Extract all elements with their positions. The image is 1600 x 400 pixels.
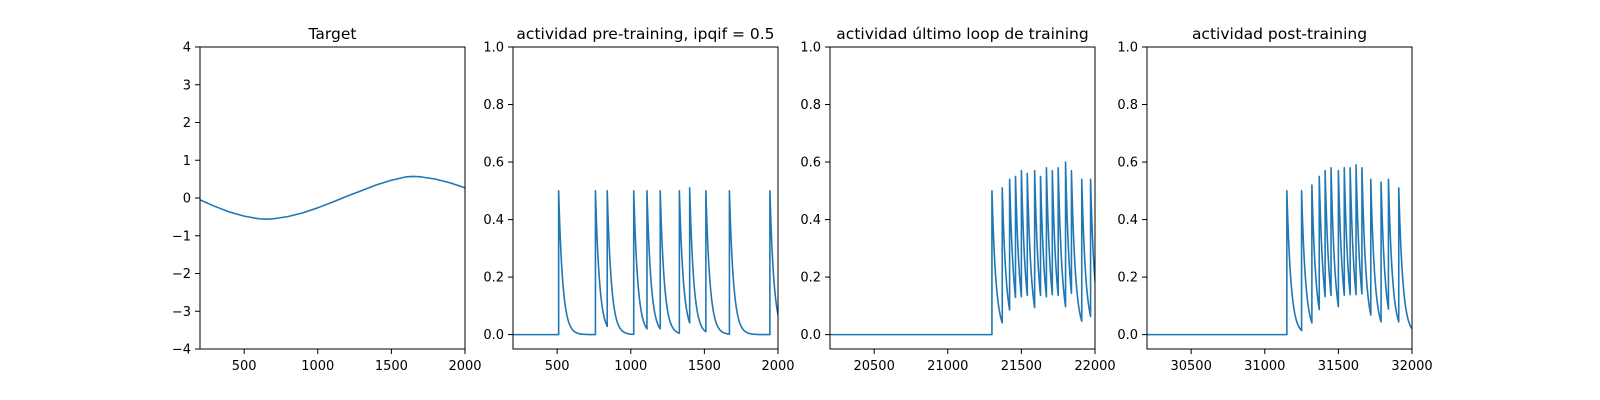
y-tick-label: 0.0 bbox=[483, 328, 504, 343]
panel-4-series-line-1 bbox=[1147, 164, 1412, 336]
panel-1: 500 1000 1500 2000 −4 −3 −2 −1 0 1 2 3 4 Target bbox=[172, 25, 482, 374]
x-tick-label: 21500 bbox=[1001, 359, 1042, 374]
panel-3: 20500 21000 21500 22000 0.0 0.2 0.4 0.6 0.8 1.0 ac… bbox=[800, 25, 1115, 374]
x-tick-label: 22000 bbox=[1074, 359, 1115, 374]
y-tick-label: −4 bbox=[172, 343, 191, 358]
y-tick-label: 1 bbox=[183, 154, 191, 169]
y-tick-label: 0.6 bbox=[800, 156, 821, 171]
x-tick-label: 20500 bbox=[853, 359, 894, 374]
panel-2-series-line-1 bbox=[513, 187, 778, 336]
y-tick-label: 1.0 bbox=[800, 41, 821, 56]
y-tick-label: 3 bbox=[183, 78, 191, 93]
panel-4-axes-frame bbox=[1146, 46, 1413, 350]
y-tick-label: 0 bbox=[183, 192, 191, 207]
x-tick-label: 31000 bbox=[1244, 359, 1285, 374]
x-tick-label: 2000 bbox=[448, 359, 481, 374]
y-tick-label: 0.4 bbox=[483, 213, 504, 228]
y-tick-label: 0.8 bbox=[1117, 98, 1138, 113]
panel-1-title: Target bbox=[308, 25, 357, 43]
y-tick-label: −1 bbox=[172, 229, 191, 244]
x-tick-label: 1000 bbox=[301, 359, 334, 374]
x-tick-label: 1500 bbox=[688, 359, 721, 374]
y-tick-label: 4 bbox=[183, 41, 191, 56]
y-tick-label: 0.6 bbox=[1117, 156, 1138, 171]
x-tick-label: 2000 bbox=[761, 359, 794, 374]
panel-4: 30500 31000 31500 32000 0.0 0.2 0.4 0.6 0.8 1.0 ac… bbox=[1117, 25, 1432, 374]
panel-3-axes-frame bbox=[829, 46, 1096, 350]
y-tick-label: 0.4 bbox=[1117, 213, 1138, 228]
x-tick-label: 500 bbox=[232, 359, 257, 374]
x-tick-label: 1500 bbox=[375, 359, 408, 374]
y-tick-label: 2 bbox=[183, 116, 191, 131]
y-tick-label: 1.0 bbox=[1117, 41, 1138, 56]
panel-2-title: actividad pre-training, ipqif = 0.5 bbox=[516, 25, 774, 43]
panel-2-axes-frame bbox=[512, 46, 779, 350]
panel-1-axes-frame bbox=[199, 46, 466, 350]
y-tick-label: −3 bbox=[172, 305, 191, 320]
y-tick-label: 0.2 bbox=[483, 271, 504, 286]
x-tick-label: 30500 bbox=[1170, 359, 1211, 374]
y-tick-label: 0.0 bbox=[800, 328, 821, 343]
y-tick-label: 1.0 bbox=[483, 41, 504, 56]
panel-3-series-line-1 bbox=[830, 161, 1095, 336]
y-tick-label: 0.8 bbox=[800, 98, 821, 113]
y-tick-label: 0.8 bbox=[483, 98, 504, 113]
x-tick-label: 31500 bbox=[1318, 359, 1359, 374]
y-tick-label: 0.2 bbox=[800, 271, 821, 286]
x-tick-label: 32000 bbox=[1391, 359, 1432, 374]
x-tick-label: 21000 bbox=[927, 359, 968, 374]
y-tick-label: −2 bbox=[172, 267, 191, 282]
panel-1-series-line-1 bbox=[200, 175, 465, 220]
y-tick-label: 0.6 bbox=[483, 156, 504, 171]
panel-2: 500 1000 1500 2000 0.0 0.2 0.4 0.6 0.8 1.0 activid… bbox=[483, 25, 794, 374]
y-tick-label: 0.0 bbox=[1117, 328, 1138, 343]
x-tick-label: 500 bbox=[545, 359, 570, 374]
panel-3-title: actividad último loop de training bbox=[836, 25, 1088, 43]
y-tick-label: 0.2 bbox=[1117, 271, 1138, 286]
x-tick-label: 1000 bbox=[614, 359, 647, 374]
panel-4-title: actividad post-training bbox=[1192, 25, 1367, 43]
y-tick-label: 0.4 bbox=[800, 213, 821, 228]
